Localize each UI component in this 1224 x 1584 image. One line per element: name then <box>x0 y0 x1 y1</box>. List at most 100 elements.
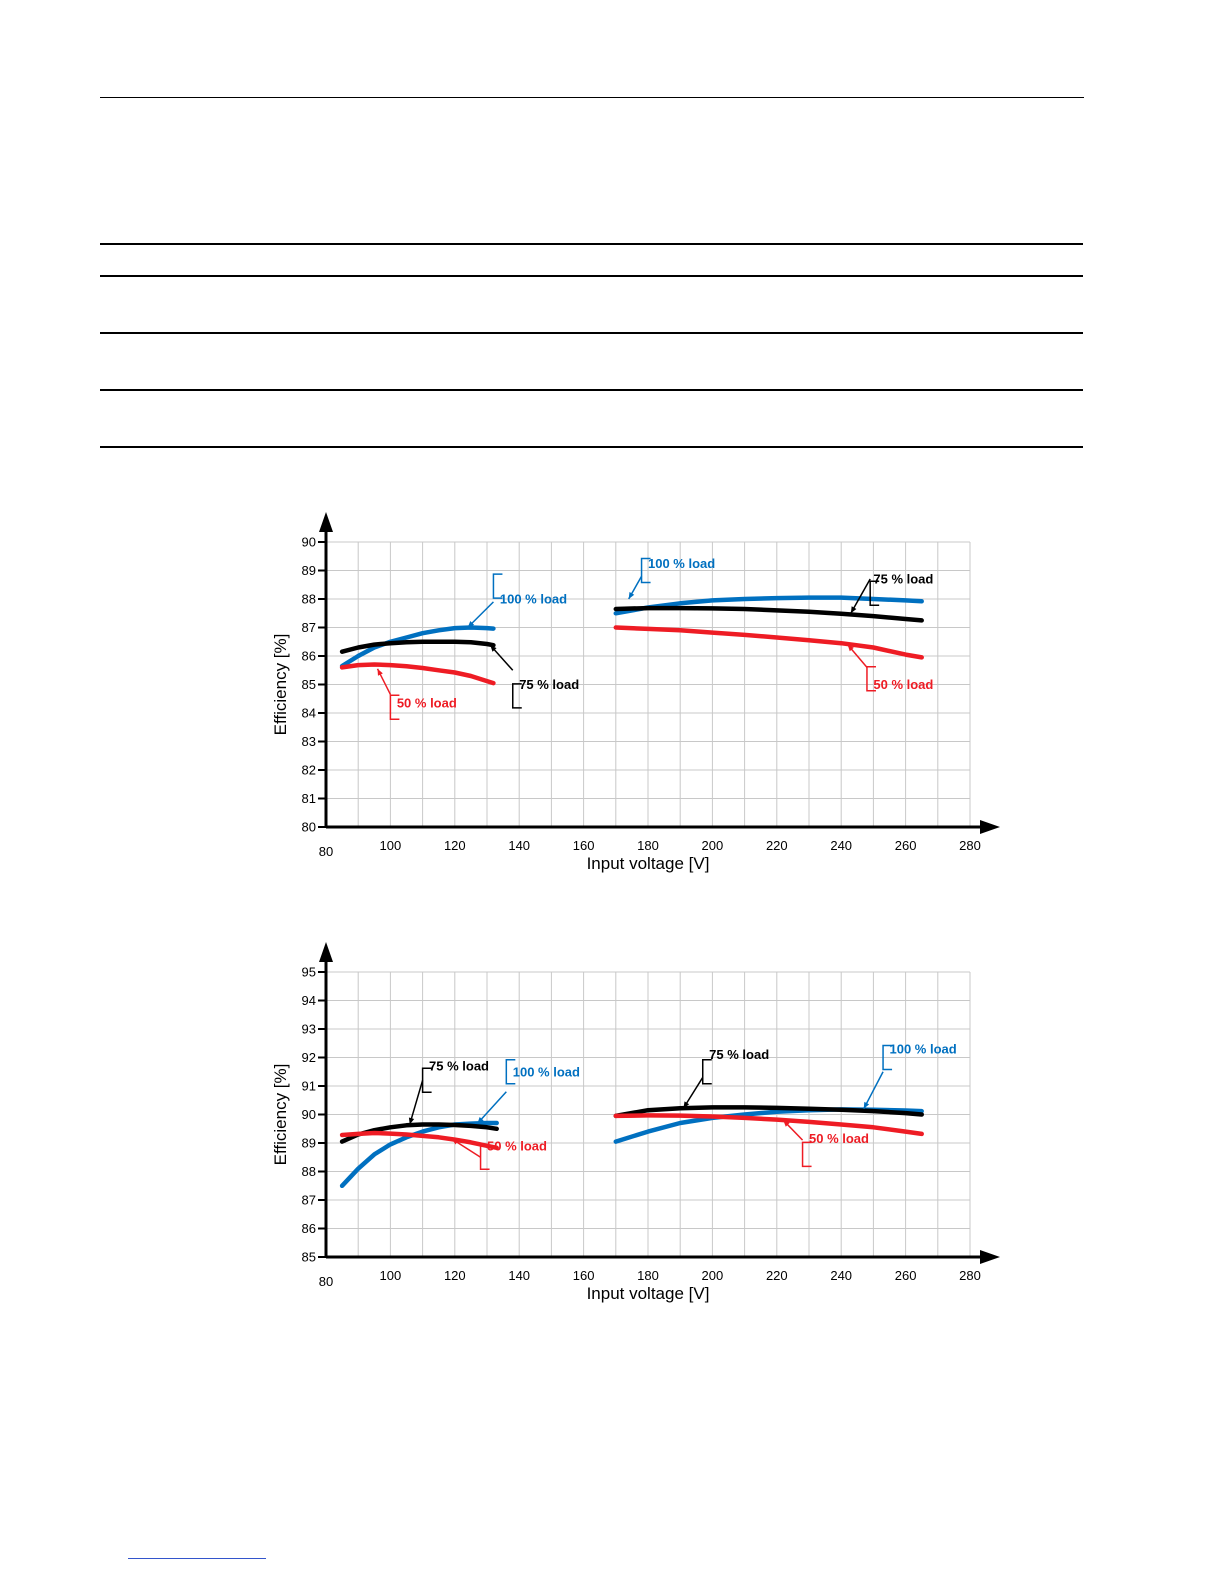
annotation: 100 % load <box>476 1059 580 1125</box>
axes: 85 86 87 88 89 90 91 92 93 94 95 80 100 120 140 160 180 2… <box>302 942 1000 1289</box>
x-tick-label: 80 <box>319 844 333 859</box>
x-tick-label: 200 <box>702 838 724 853</box>
x-tick-label: 260 <box>895 838 917 853</box>
annotation: 100 % load <box>467 573 567 629</box>
series <box>339 1105 924 1189</box>
x-tick-label: 140 <box>508 1268 530 1283</box>
y-tick-label: 92 <box>302 1050 316 1065</box>
y-tick-label: 86 <box>302 649 316 664</box>
x-tick-label: 240 <box>830 1268 852 1283</box>
footer-link[interactable] <box>128 1558 266 1559</box>
series-line-blue <box>613 595 924 616</box>
y-tick-label: 91 <box>302 1079 316 1094</box>
annotation-bracket <box>492 573 503 599</box>
table-rule <box>100 243 1083 245</box>
y-axis-arrow-icon <box>319 942 333 962</box>
annotation-bracket <box>640 557 651 584</box>
x-tick-label: 280 <box>959 1268 981 1283</box>
y-tick-label: 90 <box>302 535 316 550</box>
x-tick-label: 240 <box>830 838 852 853</box>
efficiency-chart-1: 80 81 82 83 84 85 86 87 88 89 90 80 100 120 140 160 180 2… <box>271 512 1000 873</box>
x-tick-label: 80 <box>319 1274 333 1289</box>
x-tick-label: 200 <box>702 1268 724 1283</box>
y-axis-arrow-icon <box>319 512 333 532</box>
arrowhead-icon <box>451 1138 459 1145</box>
arrowhead-icon <box>847 644 854 652</box>
header-rule <box>100 97 1084 98</box>
series-line-red <box>613 625 924 660</box>
annotation-arrow <box>408 1080 424 1125</box>
x-tick-label: 100 <box>380 1268 402 1283</box>
x-tick-label: 140 <box>508 838 530 853</box>
y-tick-label: 93 <box>302 1022 316 1037</box>
annotations: 75 % load 100 % load 50 % load 75 % load 100… <box>408 1041 957 1170</box>
annotation: 100 % load <box>628 556 715 600</box>
annotation-bracket <box>701 1059 712 1085</box>
arrowhead-icon <box>850 606 857 614</box>
annotation-bracket <box>505 1059 516 1085</box>
y-axis-label: Efficiency [%] <box>271 1064 290 1166</box>
annotation: 75 % load <box>850 572 933 614</box>
annotation-bracket <box>389 694 400 721</box>
y-axis-label: Efficiency [%] <box>271 634 290 736</box>
grid <box>326 541 971 827</box>
annotation-label: 75 % load <box>873 572 933 587</box>
annotation-label: 50 % load <box>809 1131 869 1146</box>
x-tick-label: 280 <box>959 838 981 853</box>
table-rule <box>100 332 1083 334</box>
annotation: 50 % load <box>451 1138 547 1170</box>
series <box>339 595 924 686</box>
series-line-blue <box>339 1120 499 1189</box>
x-tick-label: 120 <box>444 1268 466 1283</box>
annotation: 50 % load <box>376 668 457 721</box>
y-tick-label: 88 <box>302 1164 316 1179</box>
annotation: 50 % load <box>847 644 933 692</box>
x-tick-label: 220 <box>766 838 788 853</box>
annotation-arrow <box>850 578 871 614</box>
y-tick-label: 80 <box>302 820 316 835</box>
arrowhead-icon <box>477 1117 484 1124</box>
annotation-arrow <box>476 1091 507 1125</box>
y-tick-label: 90 <box>302 1107 316 1122</box>
annotation-label: 100 % load <box>513 1064 580 1079</box>
annotation: 100 % load <box>863 1041 957 1110</box>
y-tick-label: 82 <box>302 763 316 778</box>
annotation: 75 % load <box>408 1059 489 1125</box>
x-tick-label: 180 <box>637 1268 659 1283</box>
annotation-label: 75 % load <box>519 677 579 692</box>
annotations: 100 % load 75 % load 50 % load 100 % load 75… <box>376 556 933 721</box>
y-tick-label: 86 <box>302 1221 316 1236</box>
arrowhead-icon <box>683 1101 690 1109</box>
x-tick-label: 180 <box>637 838 659 853</box>
axes: 80 81 82 83 84 85 86 87 88 89 90 80 100 120 140 160 180 2… <box>302 512 1000 859</box>
table-rule <box>100 389 1083 391</box>
y-tick-label: 84 <box>302 706 316 721</box>
y-tick-label: 85 <box>302 677 316 692</box>
annotation-arrow <box>863 1071 884 1110</box>
annotation-label: 50 % load <box>487 1138 547 1153</box>
annotation-bracket <box>882 1044 893 1071</box>
annotation-label: 75 % load <box>709 1047 769 1062</box>
series-line-red <box>613 1113 924 1137</box>
annotation-label: 50 % load <box>873 677 933 692</box>
y-tick-label: 95 <box>302 965 316 980</box>
annotation: 75 % load <box>682 1047 769 1109</box>
arrowhead-icon <box>783 1120 790 1127</box>
y-tick-label: 81 <box>302 791 316 806</box>
y-tick-label: 88 <box>302 592 316 607</box>
annotation-label: 100 % load <box>890 1041 957 1056</box>
x-tick-label: 260 <box>895 1268 917 1283</box>
annotation-bracket <box>869 580 880 607</box>
series-line-blue <box>339 625 496 669</box>
annotation-label: 100 % load <box>648 556 715 571</box>
arrowhead-icon <box>377 668 383 676</box>
table-rule <box>100 446 1083 448</box>
y-tick-label: 87 <box>302 620 316 635</box>
x-axis-label: Input voltage [V] <box>587 1284 710 1303</box>
annotation-bracket <box>512 683 522 709</box>
arrowhead-icon <box>467 621 475 628</box>
x-axis-label: Input voltage [V] <box>587 854 710 873</box>
y-tick-label: 87 <box>302 1193 316 1208</box>
y-tick-label: 83 <box>302 734 316 749</box>
annotation: 75 % load <box>489 644 579 709</box>
